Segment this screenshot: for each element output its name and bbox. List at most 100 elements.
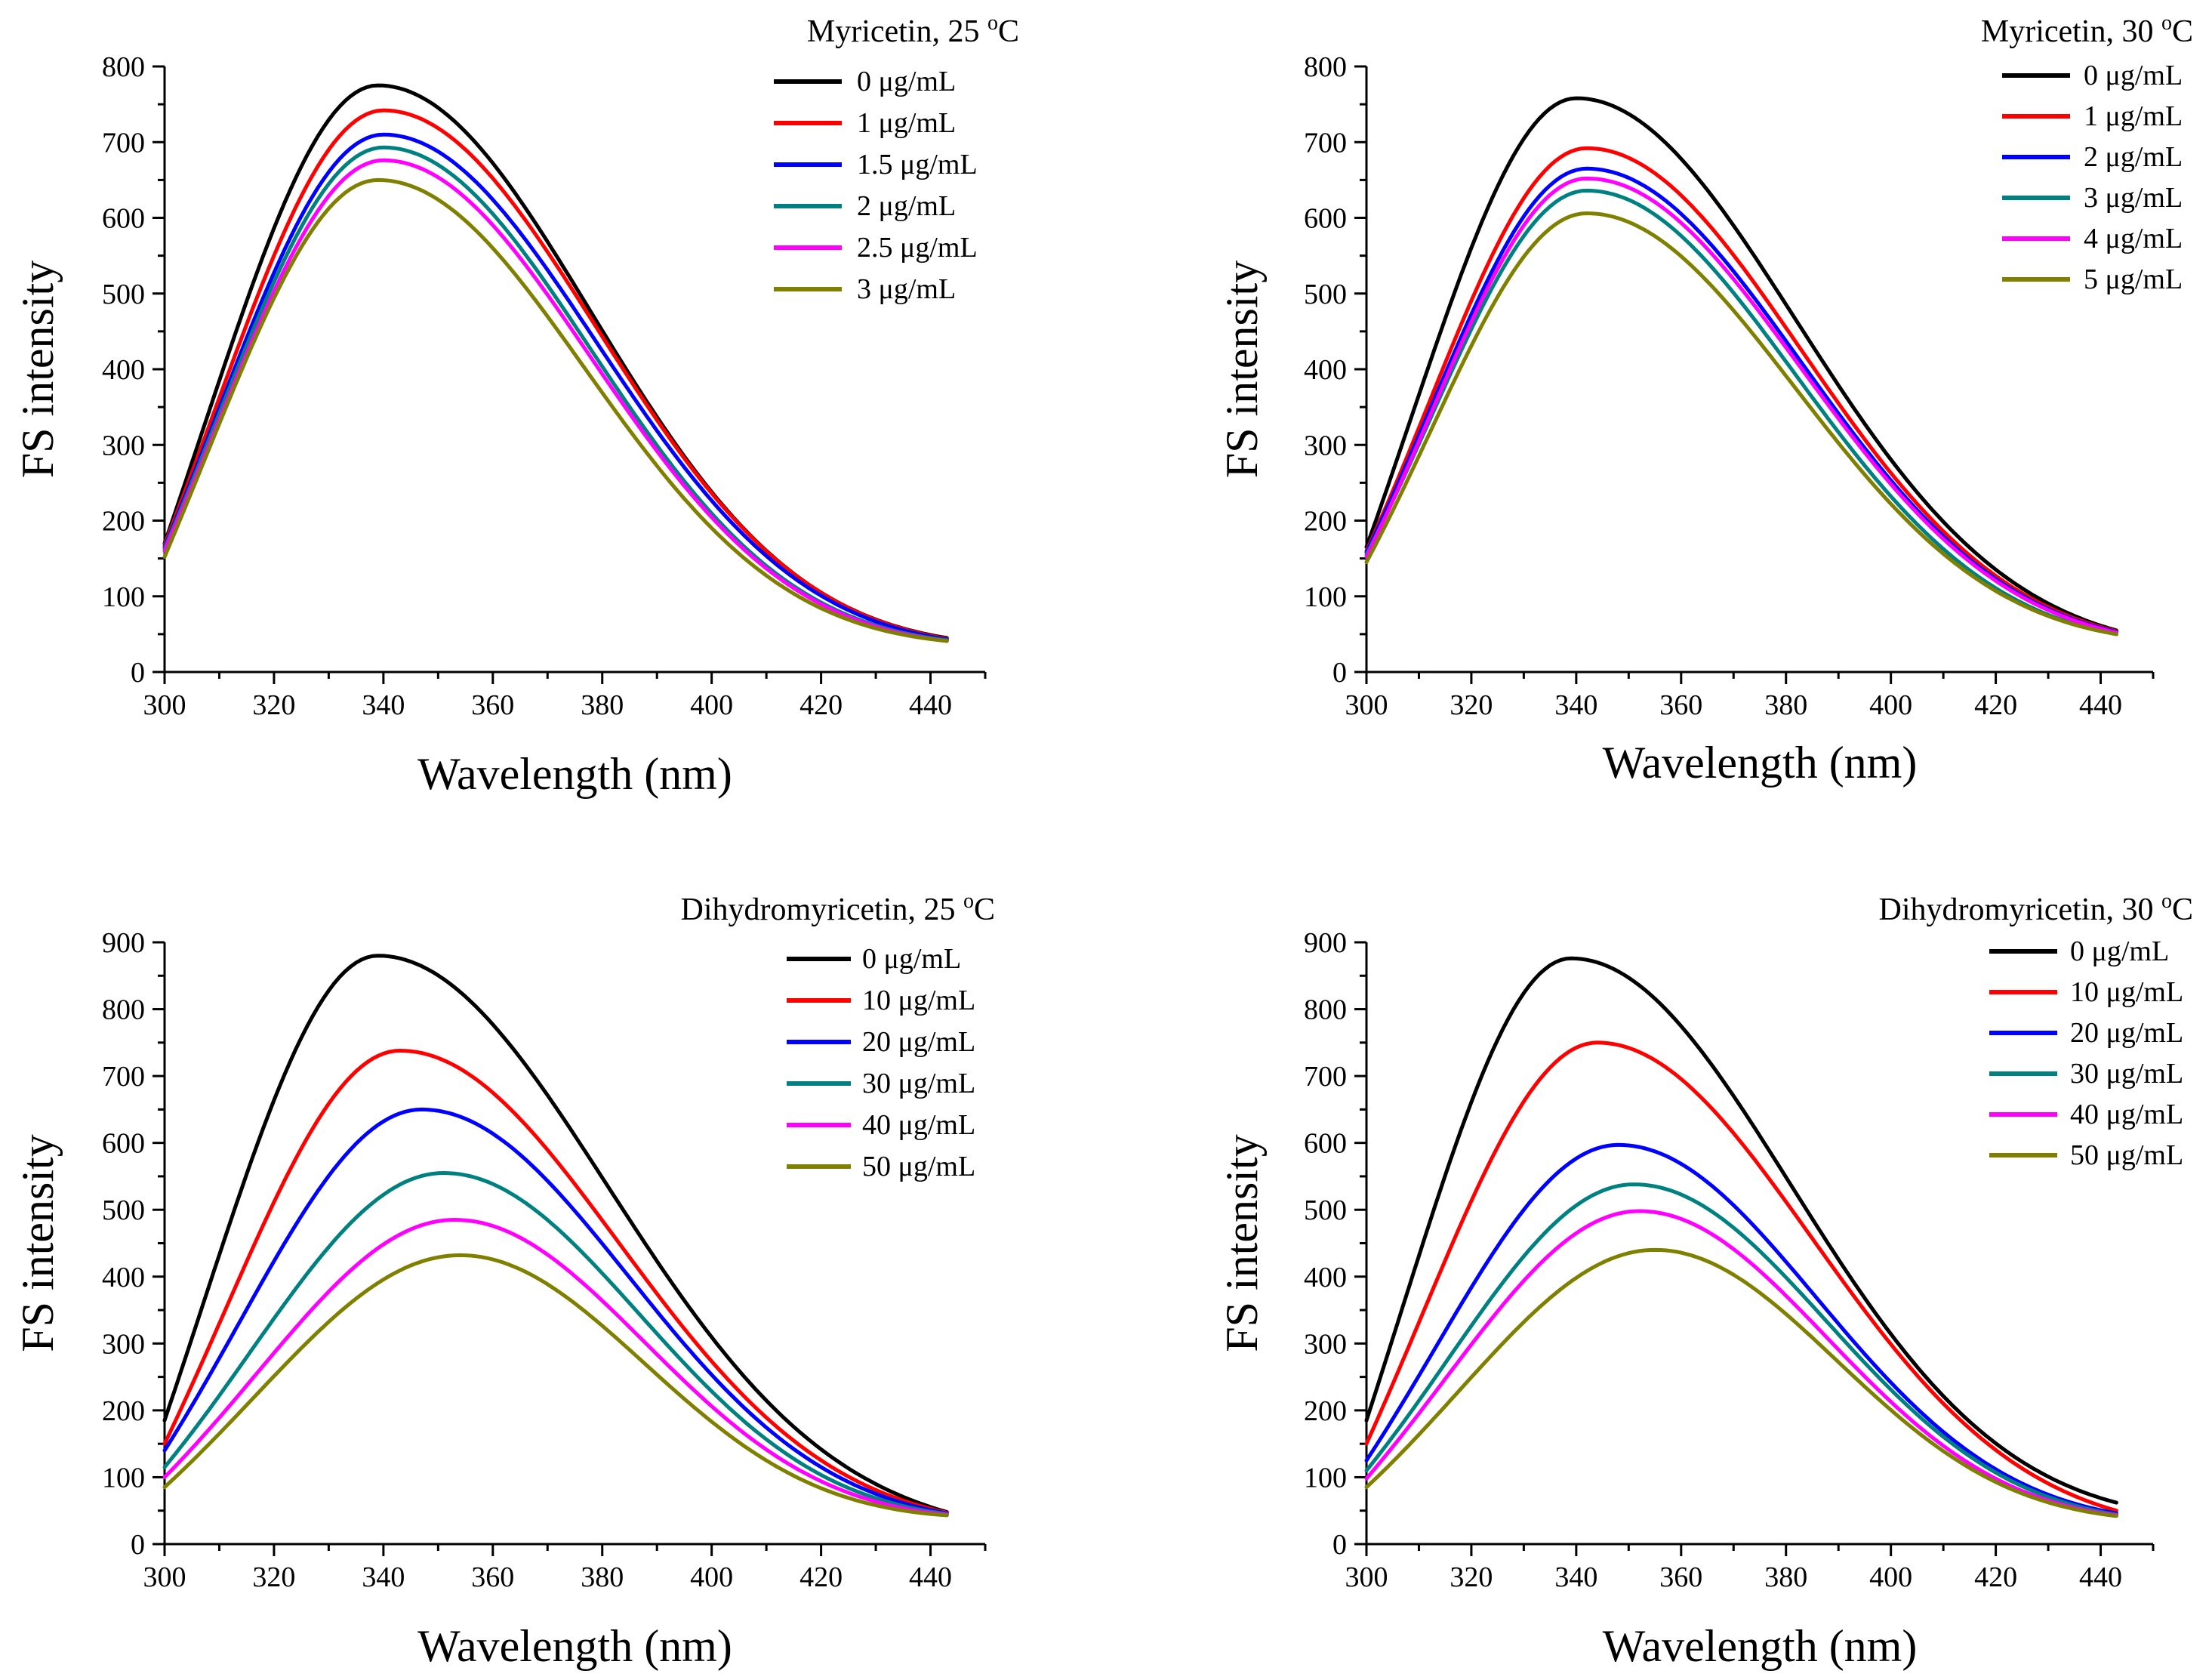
series-line-3 [1364, 1142, 2118, 1515]
x-tick-label: 440 [2079, 1561, 2122, 1593]
x-tick-label: 320 [1450, 1561, 1493, 1593]
y-tick-label: 500 [1304, 1194, 1347, 1226]
y-tick-label: 100 [102, 581, 145, 613]
series-line-5 [162, 158, 949, 643]
x-axis-title: Wavelength (nm) [1603, 1621, 1918, 1671]
legend-label: 0 μg/mL [2084, 60, 2183, 91]
y-tick-label: 300 [1304, 430, 1347, 461]
legend-label: 1 μg/mL [857, 107, 956, 139]
x-tick-label: 360 [471, 1561, 514, 1593]
y-axis-title: FS intensity [13, 260, 63, 478]
y-tick-label: 200 [102, 1395, 145, 1427]
y-axis-title: FS intensity [13, 1134, 63, 1352]
legend-label: 2.5 μg/mL [857, 232, 978, 264]
x-tick-label: 440 [2079, 689, 2122, 721]
y-tick-label: 500 [102, 1194, 145, 1226]
x-tick-label: 400 [690, 1561, 733, 1593]
x-tick-label: 340 [362, 1561, 405, 1593]
series-line-2 [162, 108, 949, 641]
series-line-2 [162, 1049, 949, 1515]
legend-label: 40 μg/mL [2070, 1099, 2183, 1130]
y-tick-label: 500 [102, 279, 145, 310]
legend-label: 2 μg/mL [857, 190, 956, 222]
legend-label: 1 μg/mL [2084, 100, 2183, 132]
x-tick-label: 300 [1345, 1561, 1388, 1593]
series-line-5 [1364, 176, 2118, 635]
y-tick-label: 300 [1304, 1328, 1347, 1360]
series-line-2 [1364, 1040, 2118, 1513]
y-tick-label: 800 [1304, 994, 1347, 1026]
y-tick-label: 900 [1304, 927, 1347, 959]
series-line-5 [1364, 1209, 2118, 1518]
panel-title: Dihydromyricetin, 30 oC [1879, 889, 2193, 927]
y-tick-label: 700 [1304, 127, 1347, 159]
y-tick-label: 200 [102, 506, 145, 538]
x-tick-label: 420 [1974, 689, 2017, 721]
x-tick-label: 420 [799, 1561, 843, 1593]
series-line-1 [1364, 956, 2118, 1505]
x-tick-label: 380 [1764, 689, 1807, 721]
series-line-4 [162, 145, 949, 643]
legend-label: 2 μg/mL [2084, 141, 2183, 173]
y-axis-title: FS intensity [1217, 260, 1267, 478]
x-tick-label: 380 [581, 1561, 624, 1593]
series-line-4 [1364, 1182, 2118, 1517]
y-tick-label: 900 [102, 927, 145, 959]
x-tick-label: 360 [471, 689, 514, 721]
y-tick-label: 400 [1304, 354, 1347, 386]
x-tick-label: 440 [909, 1561, 952, 1593]
y-tick-label: 500 [1304, 279, 1347, 310]
y-tick-label: 800 [102, 51, 145, 83]
x-tick-label: 380 [1764, 1561, 1807, 1593]
legend-label: 10 μg/mL [2070, 976, 2183, 1008]
x-tick-label: 320 [1450, 689, 1493, 721]
x-tick-label: 320 [252, 1561, 295, 1593]
y-tick-label: 200 [1304, 506, 1347, 538]
series-line-4 [1364, 188, 2118, 637]
y-tick-label: 400 [102, 1262, 145, 1293]
chart-panel-myr25: 300 320 340 360 380 400 420 440 0 100 200 300 400 500… [13, 11, 1019, 799]
y-tick-label: 300 [102, 430, 145, 461]
y-tick-label: 700 [1304, 1061, 1347, 1093]
legend-label: 0 μg/mL [2070, 936, 2169, 967]
series-line-2 [1364, 146, 2118, 633]
series-line-4 [162, 1171, 949, 1516]
x-tick-label: 320 [252, 689, 295, 721]
legend-label: 5 μg/mL [2084, 264, 2183, 295]
x-tick-label: 400 [1869, 689, 1912, 721]
series-line-3 [162, 132, 949, 642]
y-tick-label: 0 [1332, 657, 1347, 689]
x-tick-label: 420 [799, 689, 843, 721]
x-tick-label: 380 [581, 689, 624, 721]
y-tick-label: 700 [102, 1061, 145, 1093]
x-tick-label: 340 [1554, 689, 1597, 721]
series-line-6 [1364, 211, 2118, 637]
x-tick-label: 360 [1659, 1561, 1702, 1593]
y-tick-label: 0 [131, 657, 145, 689]
panel-title: Myricetin, 30 oC [1981, 11, 2193, 49]
chart-panel-dmy30: 300 320 340 360 380 400 420 440 0 100 200 300 400 500… [1217, 889, 2193, 1671]
legend-label: 0 μg/mL [857, 66, 956, 97]
legend-label: 20 μg/mL [2070, 1017, 2183, 1049]
x-tick-label: 300 [1345, 689, 1388, 721]
legend-label: 50 μg/mL [2070, 1139, 2183, 1171]
chart-panel-myr30: 300 320 340 360 380 400 420 440 0 100 200 300 400 500… [1217, 11, 2193, 788]
x-tick-label: 400 [690, 689, 733, 721]
y-tick-label: 600 [102, 1128, 145, 1160]
y-tick-label: 700 [102, 127, 145, 159]
series-line-6 [1364, 1247, 2118, 1518]
y-tick-label: 0 [131, 1529, 145, 1561]
x-tick-label: 420 [1974, 1561, 2017, 1593]
series-line-3 [162, 1107, 949, 1515]
series-line-1 [162, 83, 949, 640]
x-tick-label: 300 [143, 689, 186, 721]
y-tick-label: 600 [102, 203, 145, 235]
y-tick-label: 200 [1304, 1395, 1347, 1427]
chart-panel-dmy25: 300 320 340 360 380 400 420 440 0 100 200 300 400 500… [13, 889, 995, 1671]
legend-label: 3 μg/mL [2084, 182, 2183, 214]
legend-label: 30 μg/mL [862, 1068, 975, 1099]
y-tick-label: 600 [1304, 1128, 1347, 1160]
series-line-6 [162, 1253, 949, 1518]
legend-label: 3 μg/mL [857, 273, 956, 305]
